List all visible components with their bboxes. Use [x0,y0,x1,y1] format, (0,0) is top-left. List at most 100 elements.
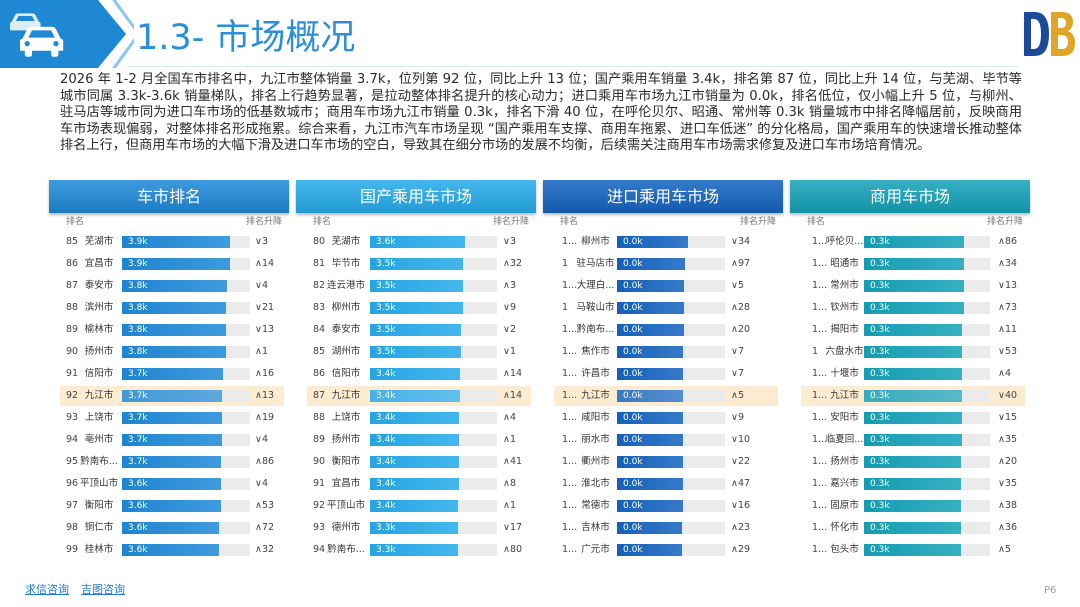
rank-change: ∧32 [255,544,275,555]
row-rank: 90 [66,346,79,357]
bar-track: 3.4k [370,434,497,446]
row-value: 3.4k [376,391,396,401]
value-bar: 0.0k [617,236,689,248]
rank-change: ∨21 [255,302,275,313]
value-bar: 3.7k [122,456,221,468]
table-row: 97 衡阳市 3.6k ∧53 [49,495,289,517]
table-row: 80 芜湖市 3.6k ∨3 [296,231,536,253]
row-value: 3.5k [376,325,396,335]
car-icon [10,13,64,57]
rank-change: ∨4 [255,478,268,489]
bar-track: 0.0k [617,500,725,512]
value-bar: 3.6k [122,500,221,512]
bar-track: 3.4k [370,368,497,380]
rank-change: ∧14 [503,368,523,379]
bar-track: 0.0k [617,522,725,534]
value-bar: 0.0k [617,346,683,358]
value-bar: 3.4k [370,368,461,380]
row-rank: 80 [313,236,326,247]
row-rank: 98 [66,522,79,533]
table-row: 86 信阳市 3.4k ∧14 [296,363,536,385]
rank-change: ∧20 [998,456,1018,467]
panel-title: 进口乘用车市场 [543,180,783,213]
row-city: 昭通市 [830,258,859,269]
row-value: 3.5k [376,347,396,357]
column-header-change: 排名升降 [739,217,776,227]
bar-track: 0.0k [617,390,725,402]
rank-change: ∨53 [998,346,1018,357]
table-row: 89 扬州市 3.4k ∧1 [296,429,536,451]
value-bar: 3.4k [370,390,461,402]
value-bar: 3.7k [122,390,222,402]
value-bar: 3.4k [370,500,458,512]
row-city: 宜昌市 [331,478,361,489]
row-rank: 1... [812,544,828,555]
table-row: 1... 柳州市 0.0k ∨34 [543,231,783,253]
table-row: 1... 揭阳市 0.3k ∧11 [790,319,1030,341]
footer-link-jitu[interactable]: 吉图咨询 [81,583,125,596]
footer-link-qiuxin[interactable]: 求信咨询 [25,583,69,596]
row-value: 3.6k [376,237,396,247]
value-bar: 0.0k [617,412,683,424]
rank-change: ∨5 [731,280,744,291]
row-rank: 85 [313,346,326,357]
value-bar: 3.5k [370,302,463,314]
table-row: 90 衡阳市 3.4k ∧41 [296,451,536,473]
row-rank: 1... [812,258,828,269]
table-row: 1... 昭通市 0.3k ∧34 [790,253,1030,275]
row-value: 0.3k [870,457,890,467]
row-value: 3.4k [376,457,396,467]
bar-track: 3.4k [370,478,497,490]
row-rank: 1 [562,302,569,313]
value-bar: 3.7k [122,412,222,424]
panel-overall-ranking: 车市排名 排名 排名升降 85 芜湖市 3.9k ∨3 86 宜昌市 3.9k ∧14 87 泰安… [49,180,289,564]
row-rank: 88 [66,302,79,313]
rank-change: ∧1 [503,500,516,511]
row-rank: 1... [562,236,578,247]
table-row: 1... 焦作市 0.0k ∨7 [543,341,783,363]
row-rank: 82 [313,280,326,291]
row-value: 3.8k [128,281,148,291]
row-city: 滨州市 [84,302,114,313]
rank-change: ∧35 [998,434,1018,445]
table-row: 99 桂林市 3.6k ∧32 [49,539,289,561]
rank-change: ∧1 [255,346,268,357]
row-rank: 96 [66,478,79,489]
row-value: 0.3k [870,435,890,445]
row-city: 亳州市 [84,434,114,445]
row-value: 3.9k [128,259,148,269]
table-row: 1... 大理白... 0.0k ∨5 [543,275,783,297]
value-bar: 0.3k [864,522,962,534]
bar-track: 0.0k [617,434,725,446]
column-header-rank: 排名 [807,217,826,227]
table-row: 94 黔南布... 3.3k ∧80 [296,539,536,561]
value-bar: 3.8k [122,346,226,358]
row-city: 柳州市 [331,302,361,313]
column-header-change: 排名升降 [986,217,1023,227]
table-row: 81 毕节市 3.5k ∧32 [296,253,536,275]
row-value: 3.8k [128,347,148,357]
row-value: 3.4k [376,435,396,445]
row-value: 3.6k [128,501,148,511]
rank-change: ∨17 [503,522,523,533]
row-value: 3.6k [128,523,148,533]
rank-change: ∨2 [503,324,516,335]
value-bar: 0.0k [617,390,683,402]
bar-track: 0.3k [864,478,990,490]
row-value: 0.3k [870,347,890,357]
value-bar: 3.6k [122,478,221,490]
rank-change: ∧36 [998,522,1018,533]
bar-track: 3.5k [370,258,497,270]
row-value: 3.9k [128,237,148,247]
row-city: 大理白... [576,280,615,291]
bar-track: 0.0k [617,346,725,358]
row-value: 3.6k [128,479,148,489]
row-city: 九江市 [84,390,114,401]
value-bar: 0.0k [617,324,684,336]
value-bar: 0.3k [864,478,962,490]
bar-track: 3.6k [122,500,250,512]
page-number: P6 [1044,585,1057,596]
bar-track: 0.0k [617,236,725,248]
bar-track: 3.6k [370,236,497,248]
row-value: 3.4k [376,501,396,511]
